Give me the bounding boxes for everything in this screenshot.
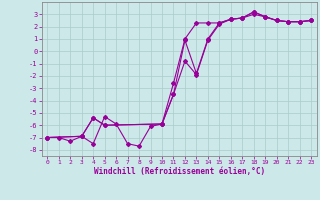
X-axis label: Windchill (Refroidissement éolien,°C): Windchill (Refroidissement éolien,°C) <box>94 167 265 176</box>
